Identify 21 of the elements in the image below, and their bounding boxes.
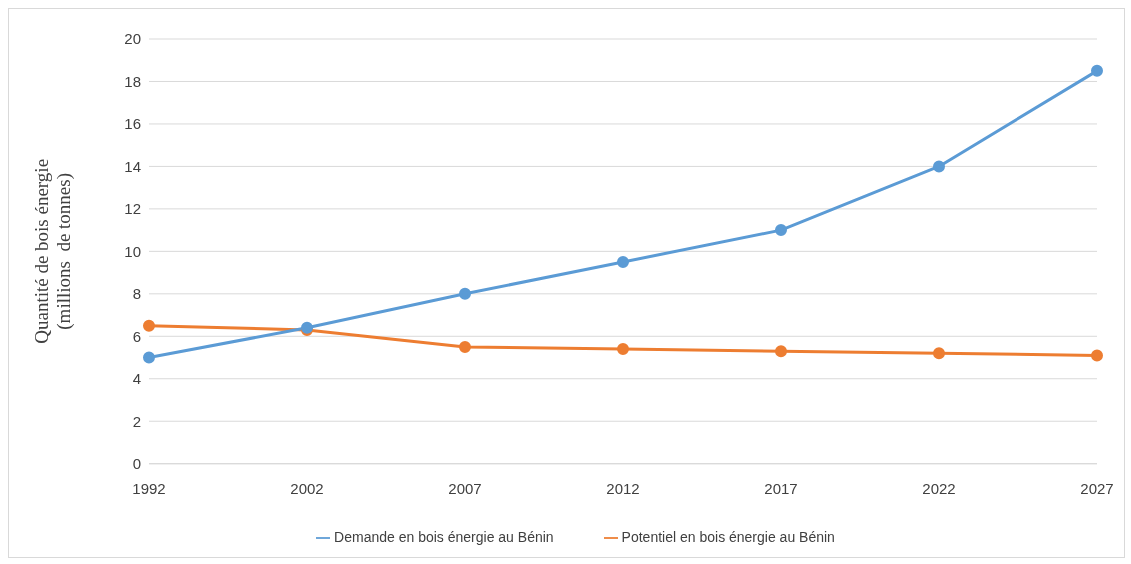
y-tick-label: 12	[124, 200, 141, 218]
legend-label: Demande en bois énergie au Bénin	[334, 528, 554, 545]
y-tick-label: 8	[132, 285, 141, 303]
y-tick-label: 0	[132, 455, 141, 473]
y-tick-label: 16	[124, 115, 141, 133]
y-axis-title: Quantité de bois énergie (millions de tonnes)	[31, 158, 75, 344]
y-tick-label: 18	[124, 72, 141, 90]
x-tick-label: 2002	[290, 480, 324, 498]
y-tick-label: 4	[132, 370, 141, 388]
y-tick-label: 20	[124, 30, 141, 48]
x-tick-label: 2007	[448, 480, 482, 498]
y-tick-label: 14	[124, 157, 141, 175]
x-tick-label: 2012	[606, 480, 640, 498]
y-tick-label: 6	[132, 327, 141, 345]
x-tick-label: 2022	[922, 480, 956, 498]
y-tick-label: 2	[132, 412, 141, 430]
x-tick-label: 1992	[132, 480, 166, 498]
x-tick-label: 2027	[1080, 480, 1114, 498]
x-tick-label: 2017	[764, 480, 798, 498]
legend-label: Potentiel en bois énergie au Bénin	[621, 528, 835, 545]
y-tick-label: 10	[124, 242, 141, 260]
